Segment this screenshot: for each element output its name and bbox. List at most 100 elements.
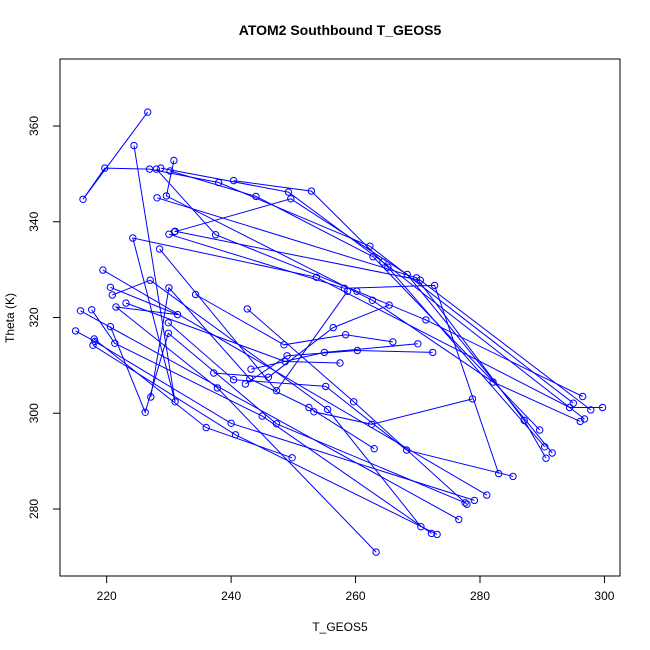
flight-profile-12 (99, 266, 491, 499)
data-point (468, 395, 477, 403)
data-point (422, 316, 430, 324)
data-point (322, 382, 330, 391)
data-point (536, 426, 544, 434)
y-axis-label: Theta (K) (3, 293, 17, 343)
data-point (429, 348, 437, 357)
data-point (576, 417, 584, 426)
data-point (287, 195, 295, 203)
x-tick-label: 280 (470, 589, 490, 603)
data-point (112, 303, 120, 311)
data-layer (71, 108, 607, 556)
series-line (195, 294, 393, 346)
data-point (461, 499, 469, 507)
series-line (174, 198, 553, 454)
data-point (329, 323, 337, 332)
series-line (175, 230, 592, 411)
data-point (122, 299, 130, 307)
data-point (173, 310, 182, 319)
flight-profile-24 (147, 284, 378, 453)
flight-profile-20 (164, 319, 517, 481)
data-point (229, 176, 238, 185)
series-line (233, 180, 546, 448)
data-point (587, 406, 595, 414)
data-point (412, 274, 421, 282)
data-point (288, 454, 296, 462)
data-point (247, 365, 255, 373)
data-point (165, 284, 173, 292)
data-point (171, 398, 179, 406)
data-point (264, 373, 273, 381)
series-line (150, 286, 375, 450)
data-point (130, 141, 138, 150)
data-point (89, 341, 97, 349)
series-line (313, 398, 473, 425)
series-line (246, 308, 468, 505)
data-point (71, 327, 80, 335)
flight-profile-6 (166, 167, 544, 434)
data-point (211, 231, 220, 239)
flight-profile-29 (241, 346, 437, 388)
data-point (147, 393, 155, 401)
data-point (272, 387, 281, 395)
y-tick-label: 340 (27, 211, 41, 231)
series-line (245, 349, 433, 385)
series-line (165, 160, 581, 422)
data-point (284, 188, 293, 196)
data-point (241, 380, 250, 388)
data-point (417, 523, 425, 531)
data-point (580, 415, 589, 423)
series-line (168, 233, 500, 474)
series-line (110, 286, 377, 553)
data-point (384, 263, 392, 271)
data-point (343, 287, 352, 295)
x-tick-label: 300 (594, 589, 614, 603)
data-point (99, 266, 107, 274)
series-line (159, 248, 348, 392)
series-line (93, 338, 293, 459)
data-point (88, 306, 96, 314)
x-tick-label: 240 (221, 589, 241, 603)
flight-profile-30 (210, 301, 393, 381)
data-point (414, 340, 422, 348)
data-point (76, 307, 85, 315)
x-tick-label: 260 (346, 589, 366, 603)
series-line (80, 310, 460, 520)
data-point (157, 164, 165, 172)
data-point (305, 403, 313, 412)
chart-title: ATOM2 Southbound T_GEOS5 (239, 22, 442, 38)
data-point (165, 230, 173, 238)
data-point (210, 369, 218, 377)
data-point (90, 335, 98, 343)
flight-profile-5 (157, 164, 589, 423)
data-point (146, 276, 154, 284)
series-line (156, 197, 547, 459)
flight-profile-25 (155, 245, 352, 395)
series-line (169, 170, 541, 431)
data-point (191, 290, 200, 299)
data-point (310, 408, 318, 416)
data-point (153, 194, 161, 202)
data-point (252, 192, 260, 201)
series-line (102, 269, 488, 496)
data-point (430, 281, 439, 290)
flight-profile-10 (171, 227, 595, 414)
data-point (542, 454, 550, 462)
data-point (141, 408, 149, 416)
y-tick-label: 320 (27, 307, 41, 327)
flight-profile-2 (162, 156, 584, 426)
flight-profile-17 (106, 322, 469, 507)
data-point (272, 420, 281, 428)
data-point (372, 548, 380, 556)
data-point (336, 359, 344, 367)
series-line (91, 309, 432, 534)
data-point (229, 376, 238, 384)
flight-profile-28 (310, 395, 477, 428)
x-tick-label: 220 (97, 589, 117, 603)
data-point (144, 108, 152, 116)
data-point (368, 296, 377, 304)
data-point (164, 319, 173, 327)
data-point (569, 399, 577, 407)
data-point (227, 419, 235, 427)
